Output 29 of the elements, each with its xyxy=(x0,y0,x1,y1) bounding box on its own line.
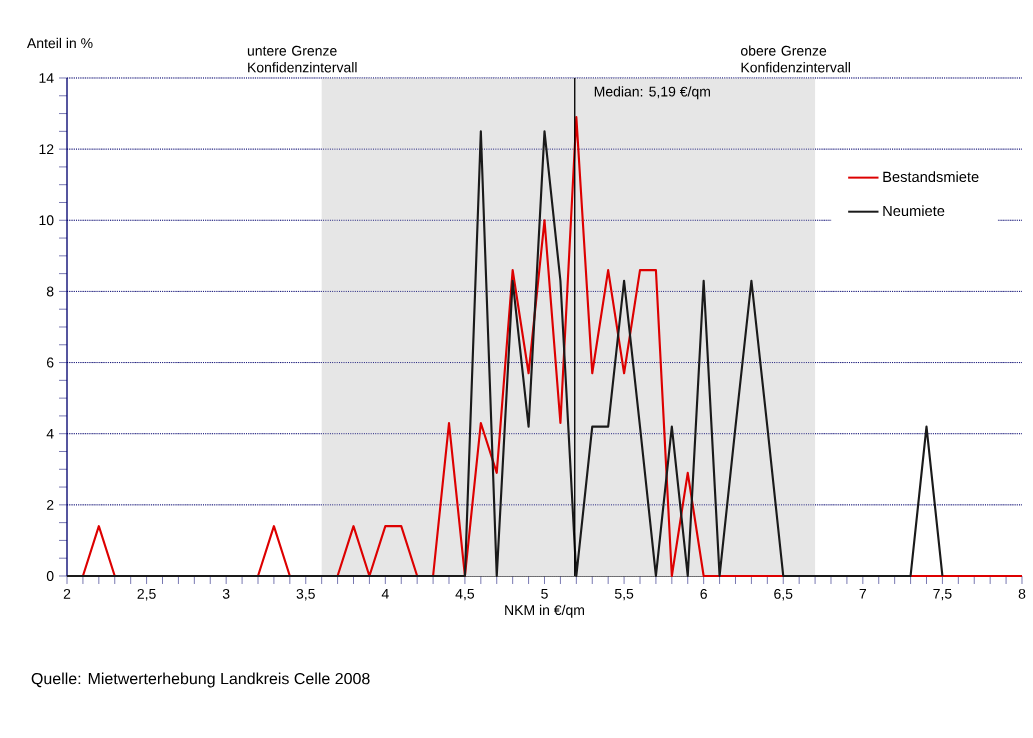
x-tick-label: 2,5 xyxy=(137,588,156,601)
ref-line-label: Median: 5,19 €/qm xyxy=(594,86,710,100)
x-tick-label: 2 xyxy=(63,588,71,599)
x-tick-label: 6,5 xyxy=(774,588,793,601)
y-tick-label: 14 xyxy=(39,73,54,83)
y-tick-label: 4 xyxy=(46,428,54,439)
y-tick-label: 0 xyxy=(46,571,54,581)
x-tick-label: 7,5 xyxy=(933,588,952,601)
y-tick-label: 10 xyxy=(39,215,54,226)
y-tick-label: 12 xyxy=(39,144,54,155)
y-tick-label: 2 xyxy=(47,499,54,510)
x-tick-label: 5 xyxy=(541,588,548,599)
x-tick-label: 6 xyxy=(700,588,707,599)
source-note: Quelle: Mietwerterhebung Landkreis Celle 2008 xyxy=(31,672,370,688)
legend-label: Bestandsmiete xyxy=(883,171,979,183)
legend-label: Neumiete xyxy=(883,205,945,217)
x-tick-label: 4,5 xyxy=(455,588,475,601)
y-axis-title: Anteil in % xyxy=(26,37,93,49)
x-tick-label: 3 xyxy=(222,588,230,599)
y-tick-label: 8 xyxy=(46,286,54,297)
x-axis-title: NKM in €/qm xyxy=(505,604,584,618)
y-tick-label: 6 xyxy=(47,357,54,368)
annotation: untere Grenze Konfidenzintervall xyxy=(247,45,357,73)
x-tick-label: 8 xyxy=(1018,588,1026,599)
annotation: obere Grenze Konfidenzintervall xyxy=(741,45,850,73)
x-tick-label: 3,5 xyxy=(296,588,315,601)
x-tick-label: 7 xyxy=(859,588,866,599)
x-tick-label: 5,5 xyxy=(614,588,634,601)
x-tick-label: 4 xyxy=(381,588,389,599)
